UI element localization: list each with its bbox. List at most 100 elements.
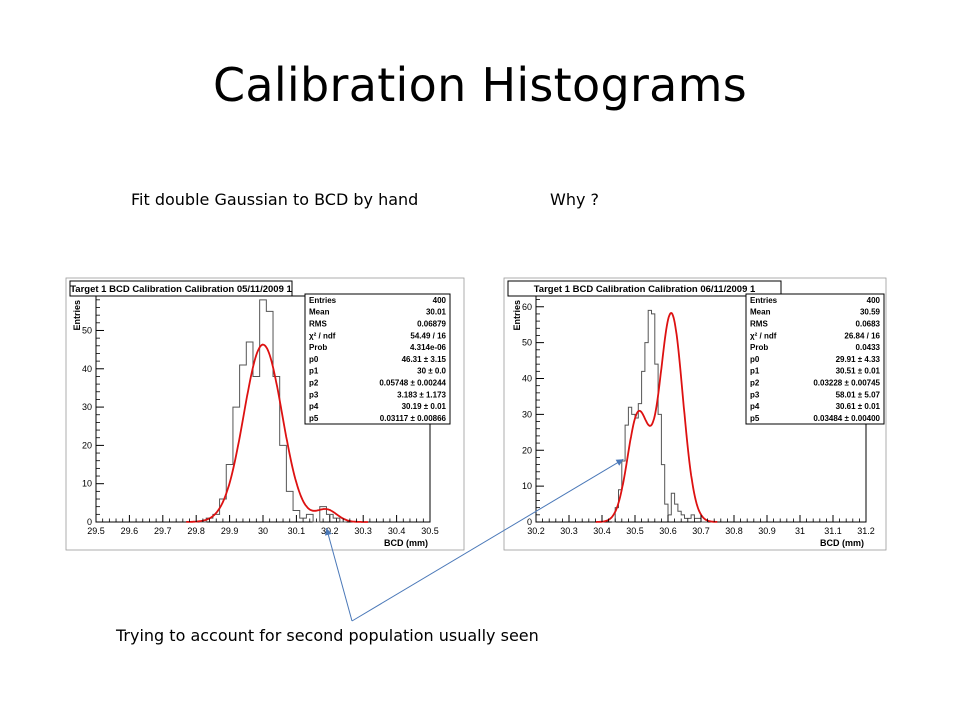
histogram-panel-1: 29.5 29.6 29.7 29.8 29.9 30 30.1 30.2 30.3 30.4 30… xyxy=(65,277,465,551)
stats-value: 0.03484 ± 0.00400 xyxy=(813,414,880,423)
stats-value: 58.01 ± 5.07 xyxy=(836,390,881,399)
y-tick-label: 0 xyxy=(87,517,92,527)
stats-value: 54.49 / 16 xyxy=(410,331,446,340)
stats-value: 29.91 ± 4.33 xyxy=(836,355,881,364)
y-tick-label: 60 xyxy=(522,302,532,312)
histogram-bin xyxy=(638,404,641,522)
histogram-bin xyxy=(628,407,631,522)
plot-title: Target 1 BCD Calibration Calibration 06/… xyxy=(534,284,756,295)
stats-value: 3.183 ± 1.173 xyxy=(397,390,446,399)
histogram-bin xyxy=(661,465,664,522)
stats-label: Prob xyxy=(750,343,768,352)
histogram-bin xyxy=(678,511,681,522)
stats-value: 0.0683 xyxy=(856,319,881,328)
y-axis-label: Entries xyxy=(512,300,522,331)
x-tick-label: 29.8 xyxy=(187,526,205,536)
x-tick-label: 30.5 xyxy=(421,526,439,536)
stats-value: 0.0433 xyxy=(856,343,881,352)
stats-label: χ² / ndf xyxy=(750,331,777,340)
y-tick-label: 50 xyxy=(82,325,92,335)
x-tick-label: 30.6 xyxy=(659,526,677,536)
histogram-bin xyxy=(655,364,658,522)
stats-label: p5 xyxy=(750,414,760,423)
histogram-outline xyxy=(611,309,708,523)
stats-label: p2 xyxy=(750,379,760,388)
x-tick-label: 29.6 xyxy=(121,526,139,536)
stats-label: p4 xyxy=(750,402,760,411)
stats-label: p0 xyxy=(750,355,760,364)
stats-value: 30.51 ± 0.01 xyxy=(836,367,881,376)
histogram-panel-2: 30.2 30.3 30.4 30.5 30.6 30.7 30.8 30.9 31 31.1 31… xyxy=(503,277,887,551)
arrow-to-right-shoulder xyxy=(351,458,624,622)
stats-label: p2 xyxy=(309,379,319,388)
y-tick-label: 10 xyxy=(82,479,92,489)
stats-label: p1 xyxy=(309,367,319,376)
fit-curve xyxy=(595,312,718,523)
x-tick-label: 30.3 xyxy=(560,526,578,536)
stats-label: Prob xyxy=(309,343,327,352)
y-tick-label: 30 xyxy=(522,409,532,419)
stats-label: p5 xyxy=(309,414,319,423)
stats-value: 30.61 ± 0.01 xyxy=(836,402,881,411)
y-axis-label: Entries xyxy=(72,300,82,331)
caption-why: Why ? xyxy=(550,190,600,209)
x-tick-label: 31.2 xyxy=(857,526,875,536)
x-tick-label: 30.4 xyxy=(388,526,406,536)
stats-label: p3 xyxy=(309,390,319,399)
histogram-bin xyxy=(253,376,260,522)
stats-value: 400 xyxy=(867,296,881,305)
x-tick-label: 30 xyxy=(258,526,268,536)
stats-value: 0.06879 xyxy=(417,319,446,328)
slide-title: Calibration Histograms xyxy=(212,58,748,112)
histogram-bin xyxy=(694,518,697,522)
y-tick-label: 40 xyxy=(82,364,92,374)
caption-second-population: Trying to account for second population … xyxy=(116,626,539,645)
plot-title-box xyxy=(507,280,782,297)
stats-box xyxy=(304,293,451,425)
histogram-bin xyxy=(286,491,293,522)
stats-value: 46.31 ± 3.15 xyxy=(402,355,447,364)
stats-value: 30.19 ± 0.01 xyxy=(402,402,447,411)
x-tick-label: 30.1 xyxy=(288,526,306,536)
histogram-bin xyxy=(648,310,651,522)
stats-label: Mean xyxy=(750,308,771,317)
x-tick-label: 30.5 xyxy=(626,526,644,536)
x-tick-label: 30.3 xyxy=(354,526,372,536)
stats-value: 26.84 / 16 xyxy=(844,331,880,340)
y-tick-label: 30 xyxy=(82,402,92,412)
histogram-bin xyxy=(280,445,287,522)
x-tick-label: 30.8 xyxy=(725,526,743,536)
histogram-bin xyxy=(681,515,684,522)
stats-label: p1 xyxy=(750,367,760,376)
x-axis-label: BCD (mm) xyxy=(384,538,428,548)
stats-value: 0.03228 ± 0.00745 xyxy=(813,379,880,388)
y-tick-label: 10 xyxy=(522,481,532,491)
stats-value: 30 ± 0.0 xyxy=(417,367,446,376)
x-tick-label: 29.9 xyxy=(221,526,239,536)
y-tick-label: 0 xyxy=(527,517,532,527)
histogram-bin xyxy=(671,493,674,522)
x-tick-label: 30.7 xyxy=(692,526,710,536)
stats-label: RMS xyxy=(750,319,768,328)
arrow-to-right-shoulder-head xyxy=(615,459,624,466)
x-tick-label: 30.4 xyxy=(593,526,611,536)
histogram-bin xyxy=(240,365,247,522)
histogram-bin xyxy=(688,518,691,522)
plot-title: Target 1 BCD Calibration Calibration 05/… xyxy=(70,284,292,295)
stats-value: 0.05748 ± 0.00244 xyxy=(379,379,446,388)
stats-value: 0.03117 ± 0.00866 xyxy=(380,414,447,423)
histogram-bin xyxy=(675,504,678,522)
stats-box xyxy=(745,293,885,425)
histogram-bin xyxy=(691,515,694,522)
stats-label: p4 xyxy=(309,402,319,411)
caption-fit-description: Fit double Gaussian to BCD by hand xyxy=(131,190,419,209)
y-tick-label: 40 xyxy=(522,374,532,384)
stats-label: RMS xyxy=(309,319,327,328)
stats-label: χ² / ndf xyxy=(309,331,336,340)
plot-title-box xyxy=(69,280,293,297)
y-tick-label: 50 xyxy=(522,338,532,348)
histogram-bin xyxy=(645,343,648,522)
stats-value: 30.01 xyxy=(426,308,447,317)
stats-label: p0 xyxy=(309,355,319,364)
